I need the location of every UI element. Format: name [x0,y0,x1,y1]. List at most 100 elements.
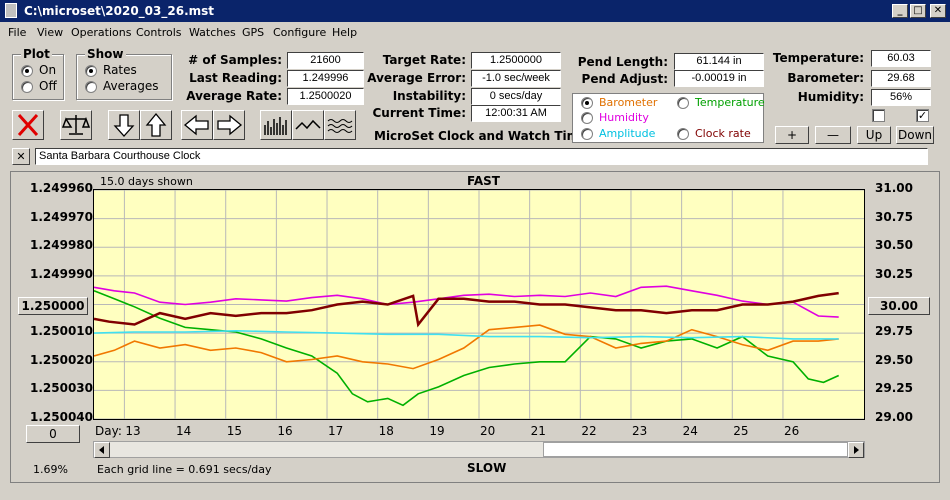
maximize-button[interactable]: □ [910,4,926,18]
y-right-tick-label: 30.25 [875,266,913,281]
arrow-up-icon [145,112,167,137]
humidity-label: Humidity: [797,90,864,104]
y-right-tick-label: 29.75 [875,324,913,339]
wave-view-button[interactable] [324,110,356,140]
plot-on-radio[interactable] [21,65,33,77]
triangle-right-icon [854,446,859,454]
y-right-tick-label: 30.75 [875,209,913,224]
y-left-tick-label: 1.249960 [30,181,94,195]
y-left-tick-label: 1.250020 [30,352,94,367]
day-axis-label: Day: [95,424,122,438]
x-tick-label: 22 [581,424,597,438]
clock-name-close-button[interactable]: ✕ [12,148,30,165]
temperature-option-label: Temperature [695,96,765,109]
x-tick-label: 19 [429,424,445,438]
current-time-label: Current Time: [372,106,466,120]
y-left-tick-label: 1.250030 [30,381,94,396]
balance-button[interactable] [60,110,92,140]
show-averages-radio[interactable] [85,81,97,93]
x-tick-label: 25 [733,424,749,438]
menu-operations[interactable]: Operations [71,26,132,39]
humidity-radio[interactable] [581,112,593,124]
arrow-down-button[interactable] [108,110,140,140]
arrow-up-button[interactable] [140,110,172,140]
average-rate-field: 1.2500020 [287,88,364,105]
target-rate-field: 1.2500000 [471,52,561,69]
x-tick-label: 14 [176,424,192,438]
clock-name-field[interactable]: Santa Barbara Courthouse Clock [35,148,928,165]
pend-length-field: 61.144 in [674,53,764,70]
arrow-down-icon [113,114,135,137]
zero-button[interactable]: 0 [26,425,80,443]
app-caption: MicroSet Clock and Watch Timer [374,129,594,143]
minimize-button[interactable]: _ [892,4,908,18]
y-left-tick-label: 1.250010 [30,324,94,339]
clear-button[interactable] [12,110,44,140]
x-tick-label: 20 [480,424,496,438]
triangle-left-icon [99,446,104,454]
option-checkbox-2[interactable]: ✓ [916,109,929,122]
amplitude-option-label: Amplitude [599,127,656,140]
line-view-button[interactable] [292,110,324,140]
series-line-amplitude [93,329,839,340]
days-shown-label: 15.0 days shown [100,175,193,188]
x-tick-label: 24 [682,424,698,438]
barometer-radio[interactable] [581,97,593,109]
current-time-field: 12:00:31 AM [471,105,561,122]
instability-label: Instability: [392,89,466,103]
up-button[interactable]: Up [857,126,891,144]
scroll-thumb[interactable] [543,442,848,457]
scroll-left-button[interactable] [94,442,110,458]
window-title: C:\microset\2020_03_26.mst [24,4,215,18]
last-reading-label: Last Reading: [189,71,282,85]
temperature-radio[interactable] [677,97,689,109]
bars-view-button[interactable] [260,110,292,140]
menu-configure[interactable]: Configure [273,26,327,39]
x-tick-label: 18 [378,424,394,438]
y-left-tick-label: 1.249980 [30,238,94,253]
plus-button[interactable]: + [775,126,809,144]
pend-adjust-label: Pend Adjust: [581,72,668,86]
left-scale-button[interactable]: 1.250000 [18,297,88,315]
menu-help[interactable]: Help [332,26,358,39]
minus-button[interactable]: — [815,126,851,144]
temperature-field: 60.03 [871,50,931,67]
down-button[interactable]: Down [896,126,934,144]
menu-watches[interactable]: Watches [189,26,236,39]
menu-file[interactable]: File [8,26,27,39]
arrow-right-button[interactable] [213,110,245,140]
menu-bar: File View Operations Controls Watches GP… [0,22,950,42]
plot-off-radio[interactable] [21,81,33,93]
menu-view[interactable]: View [37,26,64,39]
series-line-clock-rate [93,291,839,328]
horizontal-scrollbar[interactable] [93,441,865,458]
menu-gps[interactable]: GPS [242,26,265,39]
average-error-field: -1.0 sec/week [471,70,561,87]
x-tick-label: 17 [328,424,344,438]
menu-controls[interactable]: Controls [136,26,182,39]
x-tick-label: 26 [783,424,800,438]
x-tick-label: 21 [530,424,546,438]
barometer-label: Barometer: [787,71,864,85]
option-checkbox-1[interactable] [872,109,885,122]
close-button[interactable]: ✕ [930,4,946,18]
percent-label: 1.69% [33,463,68,476]
show-rates-label: Rates [103,63,137,77]
x-tick-label: 15 [226,424,242,438]
clock-rate-option-label: Clock rate [695,127,751,140]
arrow-left-button[interactable] [181,110,213,140]
y-right-tick-label: 29.50 [875,352,913,367]
show-rates-radio[interactable] [85,65,97,77]
right-scale-button[interactable]: 30.00 [868,297,930,315]
show-group: Show Rates Averages [76,47,172,100]
amplitude-radio[interactable] [581,128,593,140]
target-rate-label: Target Rate: [382,53,466,67]
grid-note-label: Each grid line = 0.691 secs/day [97,463,272,476]
scroll-right-button[interactable] [848,442,864,458]
y-left-tick-label: 1.249970 [30,209,94,224]
temperature-label: Temperature: [772,51,864,65]
chart-panel [10,171,940,483]
clock-rate-radio[interactable] [677,128,689,140]
fast-label: FAST [467,174,500,188]
line-chart-icon [295,119,321,130]
